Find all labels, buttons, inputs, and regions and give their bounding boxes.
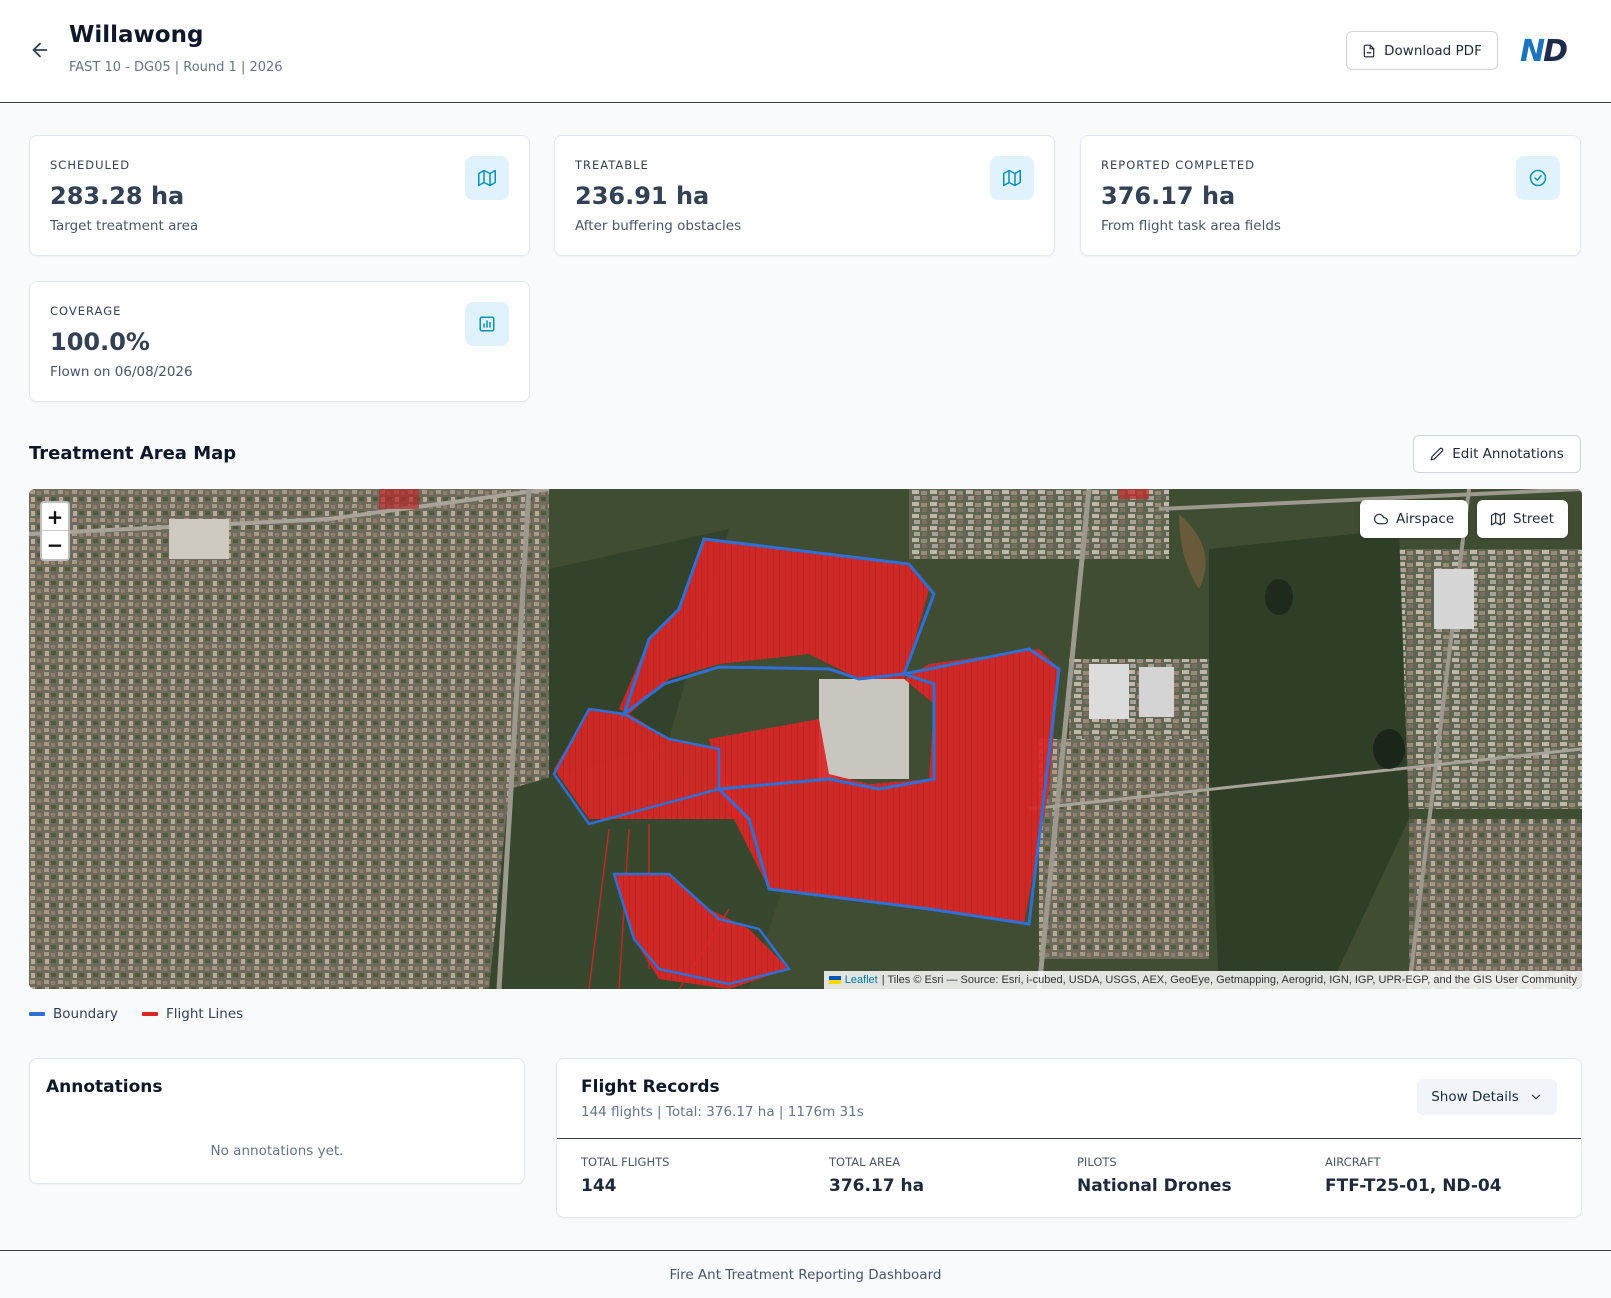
download-pdf-button[interactable]: Download PDF (1346, 31, 1498, 70)
stat-value: 283.28 ha (50, 182, 185, 210)
chevron-down-icon (1531, 1094, 1540, 1100)
stat-value: 144 (581, 1176, 617, 1196)
treatment-area-map[interactable]: + − Airspace Street Leaflet | Tiles © Es… (29, 489, 1582, 989)
page-subtitle: FAST 10 - DG05 | Round 1 | 2026 (69, 60, 283, 75)
map-icon (478, 169, 496, 187)
footer-text: Fire Ant Treatment Reporting Dashboard (669, 1266, 942, 1283)
map-icon (1491, 512, 1505, 526)
stat-card-coverage: COVERAGE 100.0% Flown on 06/08/2026 (29, 281, 530, 402)
stat-value: National Drones (1077, 1176, 1232, 1196)
annotations-title: Annotations (46, 1077, 163, 1097)
bar-chart-icon-badge (465, 302, 509, 346)
back-button[interactable] (26, 36, 54, 64)
stat-value: 236.91 ha (575, 182, 710, 210)
show-details-button[interactable]: Show Details (1417, 1079, 1557, 1115)
page-header: Willawong FAST 10 - DG05 | Round 1 | 202… (0, 0, 1611, 103)
stat-value: 376.17 ha (829, 1176, 925, 1196)
pencil-icon (1430, 447, 1444, 461)
edit-annotations-label: Edit Annotations (1452, 446, 1564, 462)
divider (557, 1138, 1581, 1139)
stat-value: 376.17 ha (1101, 182, 1236, 210)
street-layer-button[interactable]: Street (1477, 500, 1569, 538)
flight-records-summary: 144 flights | Total: 376.17 ha | 1176m 3… (581, 1104, 864, 1120)
stat-label: TREATABLE (575, 158, 649, 172)
check-circle-icon-badge (1516, 156, 1560, 200)
legend-label: Flight Lines (166, 1006, 244, 1022)
attribution-text: | Tiles © Esri — Source: Esri, i-cubed, … (881, 974, 1577, 986)
bar-chart-icon (479, 316, 495, 332)
page-footer: Fire Ant Treatment Reporting Dashboard (0, 1250, 1611, 1298)
stat-label: PILOTS (1077, 1155, 1117, 1169)
boundary-swatch (29, 1012, 45, 1016)
map-icon-badge (465, 156, 509, 200)
flight-records-title: Flight Records (581, 1077, 720, 1097)
stat-label: TOTAL AREA (829, 1155, 901, 1169)
stat-label: AIRCRAFT (1325, 1155, 1381, 1169)
map-icon (1003, 169, 1021, 187)
flight-records-stats: TOTAL FLIGHTS 144 TOTAL AREA 376.17 ha P… (557, 1139, 1581, 1219)
stat-card-treatable: TREATABLE 236.91 ha After buffering obst… (554, 135, 1055, 256)
stat-card-reported-completed: REPORTED COMPLETED 376.17 ha From flight… (1080, 135, 1581, 256)
legend-item-boundary: Boundary (29, 1006, 118, 1022)
map-section-title: Treatment Area Map (29, 443, 237, 464)
flight-records-card: Flight Records 144 flights | Total: 376.… (556, 1058, 1582, 1218)
stat-value: FTF-T25-01, ND-04 (1325, 1176, 1502, 1196)
page-title: Willawong (69, 22, 204, 48)
flight-lines-swatch (142, 1012, 159, 1016)
stat-description: After buffering obstacles (575, 218, 742, 234)
stat-value: 100.0% (50, 328, 150, 356)
airspace-layer-button[interactable]: Airspace (1360, 500, 1469, 538)
file-icon (1363, 44, 1375, 57)
zoom-control: + − (40, 501, 70, 561)
stat-label: TOTAL FLIGHTS (581, 1155, 670, 1169)
edit-annotations-button[interactable]: Edit Annotations (1413, 435, 1581, 473)
leaflet-link[interactable]: Leaflet (844, 974, 878, 986)
legend-item-flight-lines: Flight Lines (142, 1006, 243, 1022)
show-details-label: Show Details (1431, 1089, 1519, 1105)
zoom-in-button[interactable]: + (42, 503, 68, 531)
stat-label: SCHEDULED (50, 158, 131, 172)
arrow-left-icon (32, 42, 48, 58)
legend-label: Boundary (53, 1006, 119, 1022)
street-layer-label: Street (1513, 511, 1555, 527)
map-icon-badge (990, 156, 1034, 200)
map-attribution: Leaflet | Tiles © Esri — Source: Esri, i… (823, 971, 1582, 989)
annotations-card: Annotations No annotations yet. (29, 1058, 525, 1184)
zoom-out-button[interactable]: − (46, 533, 64, 557)
check-circle-icon (1529, 169, 1547, 187)
annotations-empty-message: No annotations yet. (210, 1143, 344, 1159)
stat-description: Target treatment area (50, 218, 199, 234)
brand-logo: ND (1520, 34, 1568, 69)
stat-description: From flight task area fields (1101, 218, 1281, 234)
stat-card-scheduled: SCHEDULED 283.28 ha Target treatment are… (29, 135, 530, 256)
airspace-layer-label: Airspace (1396, 511, 1455, 527)
stat-label: REPORTED COMPLETED (1101, 158, 1255, 172)
ukraine-flag-icon (828, 976, 841, 984)
cloud-icon (1374, 513, 1388, 525)
map-legend: Boundary Flight Lines (29, 1006, 243, 1022)
download-pdf-label: Download PDF (1384, 42, 1482, 59)
satellite-basemap (29, 489, 1582, 989)
stat-label: COVERAGE (50, 304, 122, 318)
stat-description: Flown on 06/08/2026 (50, 364, 193, 380)
